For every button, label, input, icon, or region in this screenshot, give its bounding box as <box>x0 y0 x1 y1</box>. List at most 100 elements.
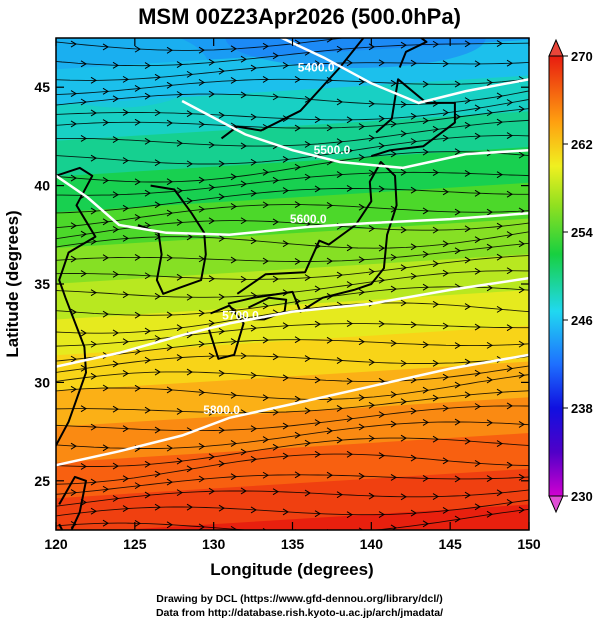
streamline-arrow <box>314 116 321 124</box>
streamline-arrow <box>90 507 97 515</box>
colorbar-label: 246 <box>571 313 593 328</box>
streamline-arrow <box>422 117 429 125</box>
streamline-arrow <box>346 147 353 155</box>
height-contour <box>56 174 529 237</box>
streamline-arrow <box>410 59 417 67</box>
streamline-arrow <box>464 121 471 129</box>
streamline-arrow <box>70 355 77 363</box>
streamline-arrow <box>144 356 151 364</box>
streamline-arrow <box>314 510 321 518</box>
streamline-arrow <box>410 272 417 280</box>
streamline-arrow <box>358 256 365 264</box>
streamline-arrow <box>432 125 439 133</box>
streamline-arrow <box>346 415 353 423</box>
streamline-arrow <box>294 336 301 344</box>
streamline-arrow <box>282 508 289 516</box>
streamline-arrow <box>486 376 493 384</box>
streamline-arrow <box>218 234 225 242</box>
streamline-arrow <box>422 341 429 349</box>
streamline-arrow <box>70 255 77 263</box>
streamline-arrow <box>144 406 151 414</box>
streamline-arrow <box>250 506 257 514</box>
streamline-arrow <box>506 59 513 67</box>
streamline-arrow <box>486 510 493 518</box>
streamline-arrow <box>390 253 397 261</box>
streamline-arrow <box>294 471 301 479</box>
streamline-arrow <box>218 327 225 335</box>
streamline-arrow <box>112 226 119 233</box>
streamline-arrow <box>154 470 161 478</box>
streamline-arrow <box>432 40 439 48</box>
height-contour <box>278 38 529 105</box>
streamline-arrow <box>112 405 119 413</box>
streamline-arrow <box>326 124 333 132</box>
streamline-arrow <box>166 386 173 394</box>
streamline-arrow <box>506 132 513 140</box>
streamline-arrow <box>506 231 513 239</box>
streamline <box>56 108 529 129</box>
streamline-arrow <box>326 38 333 43</box>
streamline-arrow <box>122 475 129 483</box>
streamline-arrow <box>90 76 97 84</box>
x-tick-label: 145 <box>438 536 462 552</box>
streamline-arrow <box>208 275 215 283</box>
streamline-arrow <box>346 450 353 458</box>
streamline-arrow <box>358 394 365 402</box>
streamline-arrow <box>218 426 225 434</box>
streamline <box>56 255 529 280</box>
streamline-arrow <box>346 244 353 252</box>
streamline-arrow <box>154 109 161 117</box>
streamline-arrow <box>176 218 183 226</box>
streamline-arrow <box>272 353 279 361</box>
streamline-arrow <box>144 92 151 100</box>
streamline-arrow <box>326 427 333 435</box>
streamline-arrow <box>198 389 205 396</box>
streamline <box>56 242 529 262</box>
streamline-arrow <box>474 104 481 112</box>
streamline-arrow <box>474 459 481 467</box>
streamline-arrow <box>70 385 77 393</box>
streamline-arrow <box>198 46 205 54</box>
streamline <box>56 508 529 530</box>
streamline-arrow <box>218 160 225 168</box>
streamline-arrow <box>454 247 461 255</box>
streamline <box>56 151 529 183</box>
streamline-arrow <box>102 384 109 392</box>
streamline-arrow <box>240 275 247 283</box>
streamline-arrow <box>496 171 503 179</box>
streamline-arrow <box>80 135 87 142</box>
streamline-arrow <box>336 404 343 412</box>
streamline-arrow <box>218 111 225 119</box>
streamline-arrow <box>346 281 353 289</box>
streamline-arrow <box>112 270 119 278</box>
streamline <box>56 474 529 495</box>
streamline-arrow <box>198 120 205 128</box>
streamline-arrow <box>506 267 513 275</box>
streamline-arrow <box>464 437 471 445</box>
streamline-arrow <box>486 475 493 483</box>
contour-label: 5400.0 <box>298 60 335 74</box>
streamline-arrow <box>496 253 503 261</box>
streamline-arrow <box>262 42 269 50</box>
streamline-arrow <box>314 320 321 328</box>
streamline-arrow <box>218 504 225 512</box>
x-axis-label: Longitude (degrees) <box>210 560 373 579</box>
streamline-arrow <box>112 329 119 337</box>
streamline-arrow <box>474 236 481 244</box>
streamline-arrow <box>304 355 311 362</box>
streamline-arrow <box>496 118 503 126</box>
streamline-arrow <box>368 434 375 442</box>
streamline-arrow <box>166 311 173 319</box>
streamline-arrow <box>519 21 524 27</box>
streamline-arrow <box>166 344 173 351</box>
coastline <box>371 78 456 158</box>
streamline-arrow <box>262 436 269 444</box>
y-tick-label: 35 <box>34 276 50 292</box>
streamline-arrow <box>198 205 205 213</box>
streamline-arrow <box>358 423 365 431</box>
streamline-arrow <box>176 187 183 195</box>
streamline-arrow <box>346 377 353 385</box>
streamline-arrow <box>198 309 205 317</box>
streamline-arrow <box>368 401 375 409</box>
streamline-arrow <box>262 201 269 209</box>
